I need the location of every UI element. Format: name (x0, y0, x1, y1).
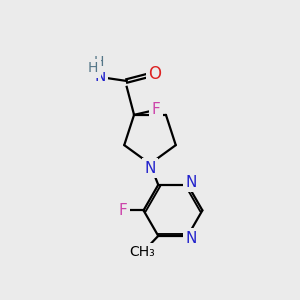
Text: F: F (152, 102, 161, 117)
Text: H: H (94, 56, 104, 69)
Text: H: H (88, 61, 98, 75)
Text: N: N (185, 231, 197, 246)
Text: N: N (185, 175, 197, 190)
Text: CH₃: CH₃ (129, 245, 155, 259)
Text: F: F (118, 203, 127, 218)
Text: O: O (148, 64, 161, 82)
Text: N: N (144, 161, 156, 176)
Text: N: N (94, 69, 106, 84)
